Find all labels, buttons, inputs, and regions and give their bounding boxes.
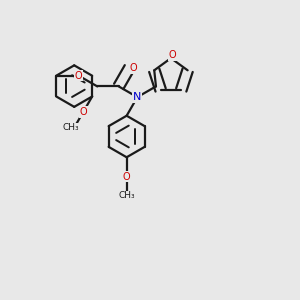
Text: CH₃: CH₃ [118, 191, 135, 200]
Text: O: O [123, 172, 130, 182]
Text: O: O [75, 71, 82, 81]
Text: O: O [130, 63, 137, 73]
Text: CH₃: CH₃ [63, 124, 79, 133]
Text: O: O [169, 50, 176, 60]
Text: N: N [133, 92, 142, 102]
Text: O: O [79, 107, 87, 117]
